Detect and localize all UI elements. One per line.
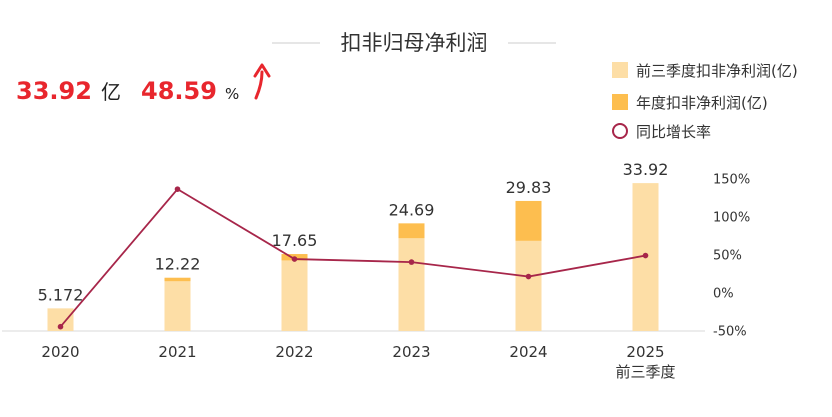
right-axis-tick-labels: 150% 100% 50% 0% -50% [713, 173, 750, 340]
data-labels-layer: 5.172 12.22 17.65 24.69 29.83 33.92 [38, 160, 669, 304]
headline-growth: 48.59 [141, 77, 217, 105]
right-tick-4: -50% [713, 325, 747, 340]
data-label-2021: 12.22 [155, 255, 201, 274]
data-label-2024: 29.83 [506, 178, 552, 197]
headline-growth-unit: % [225, 85, 239, 103]
bar-quarterly-2021 [164, 281, 191, 331]
data-label-2025: 33.92 [623, 160, 669, 179]
growth-point-2025 [642, 252, 649, 259]
bar-quarterly-2024 [515, 240, 542, 331]
growth-point-2022 [291, 256, 298, 262]
growth-line [59, 187, 646, 328]
growth-point-2021 [174, 186, 181, 192]
headline-value: 33.92 [16, 77, 92, 105]
growth-line-layer [57, 186, 649, 330]
legend-swatch-growth [612, 123, 628, 139]
x-tick-2025: 2025 [626, 343, 664, 361]
x-tick-2021: 2021 [158, 343, 196, 361]
x-tick-2022: 2022 [275, 343, 313, 361]
legend: 前三季度扣非净利润(亿) 年度扣非净利润(亿) 同比增长率 [612, 62, 798, 141]
bar-quarterly-2023 [398, 238, 425, 331]
growth-point-2020 [57, 323, 64, 330]
x-subtick-2025: 前三季度 [615, 363, 675, 381]
bar-quarterly-2020 [47, 308, 74, 331]
data-label-2023: 24.69 [389, 200, 435, 219]
legend-swatch-annual [612, 94, 628, 110]
chart-title: 扣非归母净利润 [341, 31, 488, 55]
growth-point-2024 [525, 273, 532, 280]
up-arrow-icon [253, 63, 271, 100]
right-tick-2: 50% [713, 249, 742, 264]
x-tick-2024: 2024 [509, 343, 547, 361]
right-tick-0: 150% [713, 173, 750, 188]
legend-label-growth: 同比增长率 [636, 123, 711, 141]
x-tick-labels: 2020 2021 2022 2023 2024 2025 前三季度 [41, 343, 675, 381]
x-tick-2020: 2020 [41, 343, 79, 361]
headline-value-unit: 亿 [101, 80, 121, 104]
bar-quarterly-2022 [281, 260, 308, 331]
right-tick-1: 100% [713, 211, 750, 226]
data-label-2022: 17.65 [272, 231, 318, 250]
x-tick-2023: 2023 [392, 343, 430, 361]
data-label-2020: 5.172 [38, 285, 84, 304]
growth-point-2023 [408, 259, 415, 265]
right-tick-3: 0% [713, 287, 734, 302]
bars-layer [47, 183, 659, 331]
legend-label-annual: 年度扣非净利润(亿) [636, 94, 768, 112]
legend-label-quarterly: 前三季度扣非净利润(亿) [636, 62, 798, 80]
legend-swatch-quarterly [612, 62, 628, 78]
